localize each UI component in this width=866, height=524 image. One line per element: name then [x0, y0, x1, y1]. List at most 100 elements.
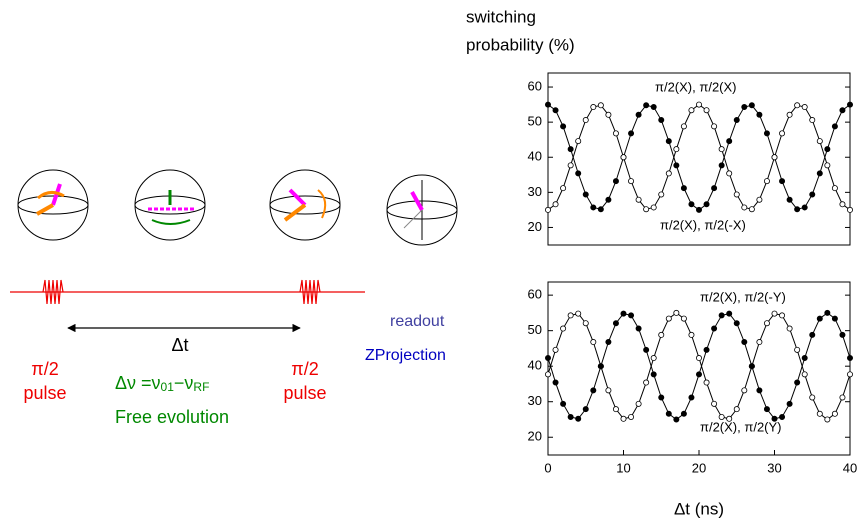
- data-point: [560, 185, 567, 192]
- data-point: [847, 101, 854, 108]
- data-point: [680, 123, 687, 130]
- data-point: [650, 371, 657, 378]
- data-point: [665, 170, 672, 177]
- data-point: [733, 406, 740, 413]
- data-point: [824, 146, 831, 153]
- data-point: [582, 406, 589, 413]
- data-point: [711, 123, 718, 130]
- data-point: [665, 315, 672, 322]
- data-point: [635, 111, 642, 118]
- data-point: [628, 413, 635, 420]
- data-point: [711, 400, 718, 407]
- data-point: [696, 206, 703, 213]
- data-point: [552, 379, 559, 386]
- data-point: [650, 204, 657, 211]
- data-point: [560, 123, 567, 130]
- y-tick-label: 40: [528, 149, 542, 164]
- data-point: [620, 415, 627, 422]
- data-point: [605, 387, 612, 394]
- data-point: [726, 138, 733, 145]
- y-tick-label: 40: [528, 358, 542, 373]
- data-point: [680, 315, 687, 322]
- series-label: π/2(X), π/2(X): [655, 79, 737, 94]
- plot-frame: [547, 281, 851, 456]
- data-point: [726, 310, 733, 317]
- data-point: [741, 204, 748, 211]
- data-point: [688, 107, 695, 114]
- data-point: [794, 379, 801, 386]
- data-point: [567, 146, 574, 153]
- delay-label: Δt: [171, 335, 188, 355]
- data-point: [748, 206, 755, 213]
- data-point: [816, 138, 823, 145]
- detuning-text: Δν =ν: [115, 373, 161, 393]
- pulse-label: π/2: [291, 359, 318, 379]
- data-point: [824, 162, 831, 169]
- data-point: [567, 413, 574, 420]
- data-point: [590, 204, 597, 211]
- data-point: [718, 146, 725, 153]
- pulse-label: π/2: [31, 359, 58, 379]
- data-point: [779, 413, 786, 420]
- data-point: [809, 117, 816, 124]
- data-point: [628, 178, 635, 185]
- data-point: [801, 371, 808, 378]
- data-point: [711, 325, 718, 332]
- data-point: [756, 387, 763, 394]
- y-tick-label: 60: [528, 78, 542, 93]
- data-point: [718, 162, 725, 169]
- data-point: [582, 191, 589, 198]
- data-point: [703, 201, 710, 208]
- data-point: [628, 130, 635, 137]
- data-point: [839, 331, 846, 338]
- data-point: [688, 394, 695, 401]
- detuning-text: −ν: [174, 373, 194, 393]
- data-point: [605, 111, 612, 118]
- data-point: [643, 346, 650, 353]
- data-point: [763, 320, 770, 327]
- x-tick-label: 10: [616, 460, 630, 475]
- data-point: [605, 339, 612, 346]
- data-point: [688, 331, 695, 338]
- data-point: [703, 379, 710, 386]
- y-tick-label: 20: [528, 429, 542, 444]
- data-point: [779, 130, 786, 137]
- data-point: [831, 410, 838, 417]
- data-point: [794, 102, 801, 109]
- x-tick-label: 30: [767, 460, 781, 475]
- data-point: [597, 102, 604, 109]
- data-point: [771, 310, 778, 317]
- data-point: [612, 130, 619, 137]
- data-point: [718, 312, 725, 319]
- data-point: [612, 320, 619, 327]
- data-point: [643, 206, 650, 213]
- y-tick-label: 60: [528, 287, 542, 302]
- data-point: [763, 178, 770, 185]
- data-point: [597, 363, 604, 370]
- x-tick-label: 20: [692, 460, 706, 475]
- series-label: π/2(X), π/2(-Y): [700, 289, 786, 304]
- data-point: [741, 104, 748, 111]
- data-point: [756, 196, 763, 203]
- data-point: [650, 104, 657, 111]
- detuning: Δν =ν01−νRF: [115, 373, 209, 394]
- data-point: [545, 371, 552, 378]
- data-point: [771, 154, 778, 161]
- data-point: [643, 379, 650, 386]
- data-point: [786, 111, 793, 118]
- data-point: [763, 406, 770, 413]
- data-point: [703, 346, 710, 353]
- data-point: [575, 138, 582, 145]
- x-tick-label: 40: [843, 460, 857, 475]
- data-point: [786, 400, 793, 407]
- data-point: [673, 162, 680, 169]
- data-point: [786, 196, 793, 203]
- data-point: [831, 185, 838, 192]
- data-point: [620, 154, 627, 161]
- data-point: [567, 312, 574, 319]
- subscript: RF: [193, 380, 209, 394]
- x-axis-label: Δt (ns): [674, 499, 724, 518]
- data-point: [658, 394, 665, 401]
- data-point: [847, 355, 854, 362]
- data-point: [560, 400, 567, 407]
